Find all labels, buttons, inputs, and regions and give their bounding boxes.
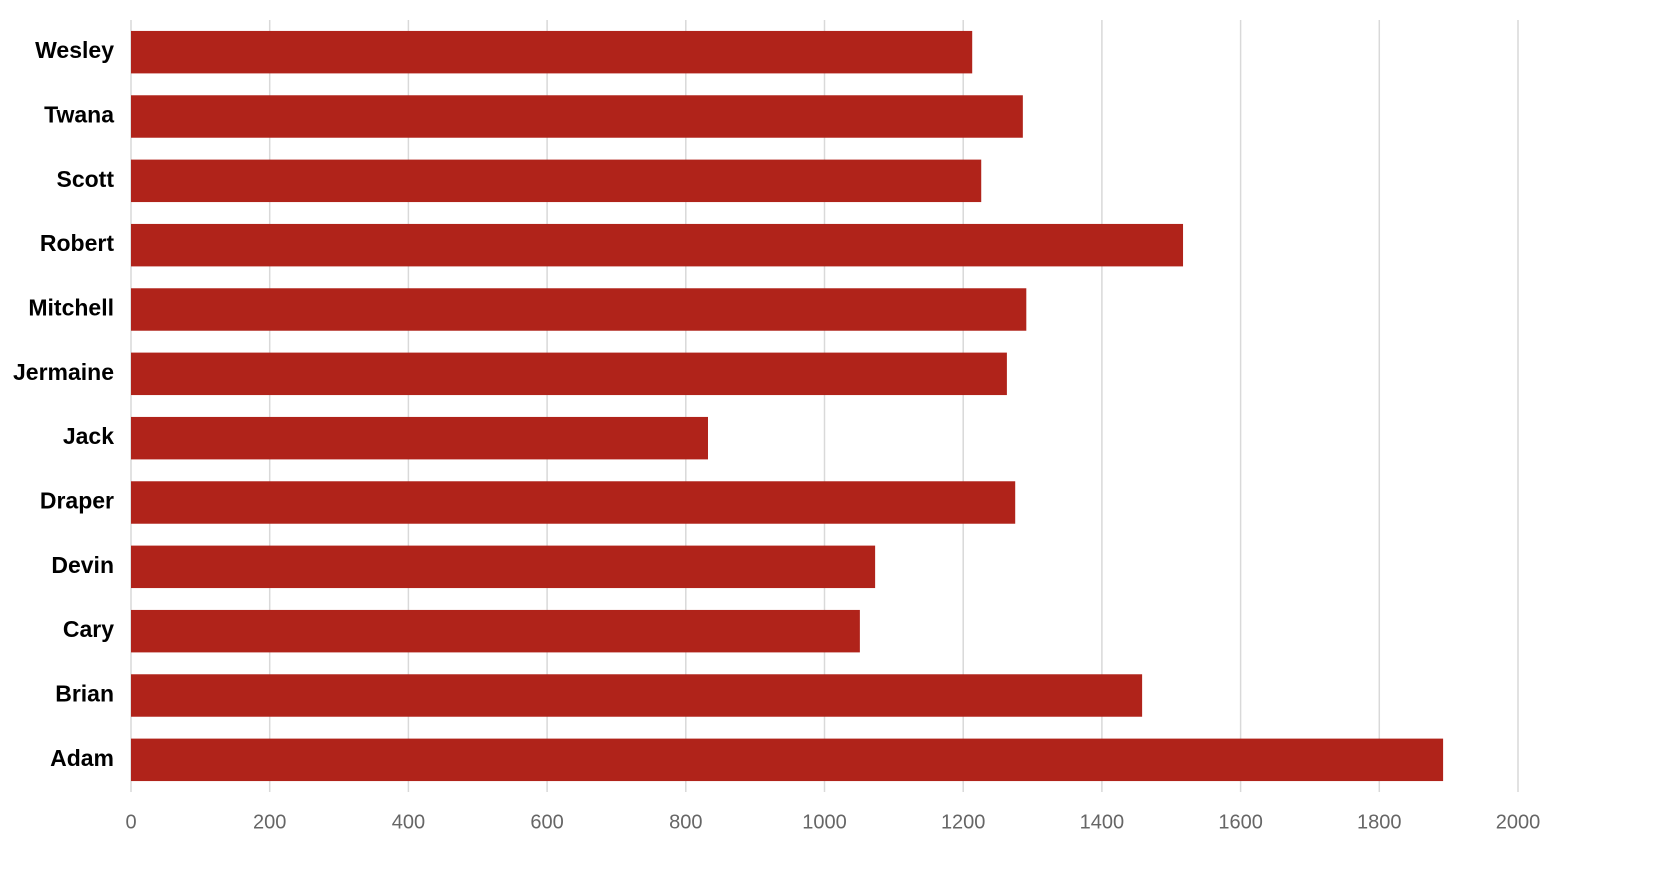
x-tick-label: 1600 bbox=[1218, 811, 1263, 833]
y-tick-label: Robert bbox=[40, 230, 114, 256]
x-tick-label: 2000 bbox=[1496, 811, 1541, 833]
x-tick-label: 400 bbox=[392, 811, 425, 833]
bar bbox=[131, 738, 1444, 782]
y-tick-label: Brian bbox=[55, 681, 114, 707]
x-tick-label: 800 bbox=[669, 811, 702, 833]
bar bbox=[131, 674, 1143, 717]
bar bbox=[131, 288, 1027, 331]
bar bbox=[131, 159, 982, 203]
y-tick-label: Jack bbox=[63, 423, 114, 449]
x-tick-label: 1400 bbox=[1080, 811, 1125, 833]
x-tick-label: 1000 bbox=[802, 811, 847, 833]
y-tick-label: Scott bbox=[57, 166, 115, 192]
bar bbox=[131, 609, 860, 653]
y-tick-label: Adam bbox=[50, 745, 114, 771]
x-tick-label: 200 bbox=[253, 811, 286, 833]
bar bbox=[131, 223, 1184, 267]
bar bbox=[131, 352, 1007, 396]
bar bbox=[131, 416, 708, 460]
bar bbox=[131, 30, 973, 74]
y-tick-label: Twana bbox=[44, 102, 114, 128]
y-tick-label: Draper bbox=[40, 488, 114, 514]
x-tick-label: 600 bbox=[530, 811, 563, 833]
bar bbox=[131, 545, 876, 589]
y-tick-label: Mitchell bbox=[28, 295, 114, 321]
bar bbox=[131, 481, 1016, 524]
x-tick-label: 1200 bbox=[941, 811, 986, 833]
x-tick-label: 0 bbox=[125, 811, 136, 833]
y-tick-label: Wesley bbox=[35, 37, 114, 63]
y-tick-label: Cary bbox=[63, 616, 114, 642]
x-tick-label: 1800 bbox=[1357, 811, 1402, 833]
bar bbox=[131, 95, 1023, 138]
y-tick-label: Devin bbox=[51, 552, 114, 578]
y-tick-label: Jermaine bbox=[13, 359, 114, 385]
